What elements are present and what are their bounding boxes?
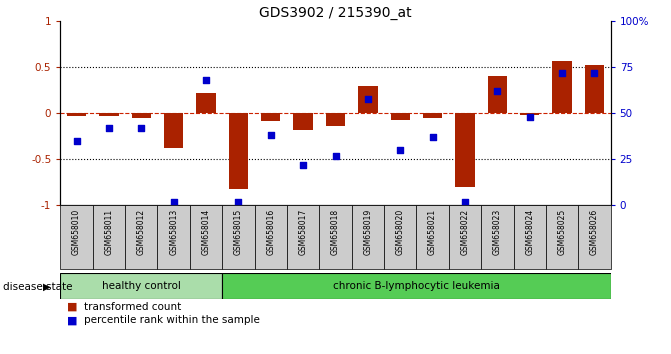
Bar	[578, 205, 611, 269]
Text: GSM658019: GSM658019	[364, 209, 372, 255]
Bar	[326, 113, 345, 126]
Bar	[391, 113, 410, 120]
Text: GSM658025: GSM658025	[558, 209, 566, 255]
Point	[524, 114, 535, 120]
Point	[589, 70, 600, 76]
Bar	[261, 113, 280, 121]
Point	[492, 88, 503, 94]
Point	[266, 132, 276, 138]
Point	[557, 70, 568, 76]
Bar	[60, 205, 93, 269]
Bar	[584, 65, 604, 113]
Bar	[132, 113, 151, 118]
Point	[233, 199, 244, 205]
Bar	[93, 205, 125, 269]
Point	[71, 138, 82, 144]
Text: GSM658016: GSM658016	[266, 209, 275, 255]
Bar	[552, 61, 572, 113]
Bar	[417, 205, 449, 269]
Bar	[520, 113, 539, 115]
Bar	[158, 205, 190, 269]
Bar	[164, 113, 183, 148]
Point	[427, 135, 438, 140]
Text: GSM658022: GSM658022	[460, 209, 470, 255]
Text: GSM658021: GSM658021	[428, 209, 437, 255]
Text: GSM658024: GSM658024	[525, 209, 534, 255]
Bar	[513, 205, 546, 269]
Text: transformed count: transformed count	[84, 302, 181, 312]
Bar	[229, 113, 248, 189]
Bar	[481, 205, 513, 269]
Text: GSM658017: GSM658017	[299, 209, 307, 255]
Bar	[293, 113, 313, 130]
Text: GSM658014: GSM658014	[201, 209, 211, 255]
Bar	[384, 205, 417, 269]
Bar	[60, 273, 222, 299]
Bar	[352, 205, 384, 269]
Text: ■: ■	[67, 315, 78, 325]
Bar	[287, 205, 319, 269]
Bar	[222, 273, 611, 299]
Point	[298, 162, 309, 168]
Bar	[319, 205, 352, 269]
Text: ▶: ▶	[43, 282, 50, 292]
Bar	[455, 113, 474, 187]
Text: GSM658015: GSM658015	[234, 209, 243, 255]
Point	[330, 153, 341, 159]
Bar	[546, 205, 578, 269]
Point	[201, 77, 211, 83]
Bar	[190, 205, 222, 269]
Text: healthy control: healthy control	[102, 281, 180, 291]
Text: GSM658013: GSM658013	[169, 209, 178, 255]
Bar	[423, 113, 442, 118]
Bar	[222, 205, 254, 269]
Bar	[449, 205, 481, 269]
Bar	[254, 205, 287, 269]
Point	[362, 96, 373, 101]
Text: GSM658011: GSM658011	[105, 209, 113, 255]
Text: GSM658010: GSM658010	[72, 209, 81, 255]
Bar	[125, 205, 158, 269]
Point	[136, 125, 147, 131]
Title: GDS3902 / 215390_at: GDS3902 / 215390_at	[259, 6, 412, 20]
Text: GSM658026: GSM658026	[590, 209, 599, 255]
Text: GSM658020: GSM658020	[396, 209, 405, 255]
Bar	[488, 76, 507, 113]
Text: GSM658023: GSM658023	[493, 209, 502, 255]
Bar	[99, 113, 119, 116]
Bar	[67, 113, 87, 116]
Text: GSM658018: GSM658018	[331, 209, 340, 255]
Bar	[358, 86, 378, 113]
Point	[168, 199, 179, 205]
Point	[395, 147, 405, 153]
Text: disease state: disease state	[3, 282, 73, 292]
Text: percentile rank within the sample: percentile rank within the sample	[84, 315, 260, 325]
Bar	[197, 93, 216, 113]
Text: ■: ■	[67, 302, 78, 312]
Text: GSM658012: GSM658012	[137, 209, 146, 255]
Text: chronic B-lymphocytic leukemia: chronic B-lymphocytic leukemia	[333, 281, 500, 291]
Point	[460, 199, 470, 205]
Point	[103, 125, 114, 131]
